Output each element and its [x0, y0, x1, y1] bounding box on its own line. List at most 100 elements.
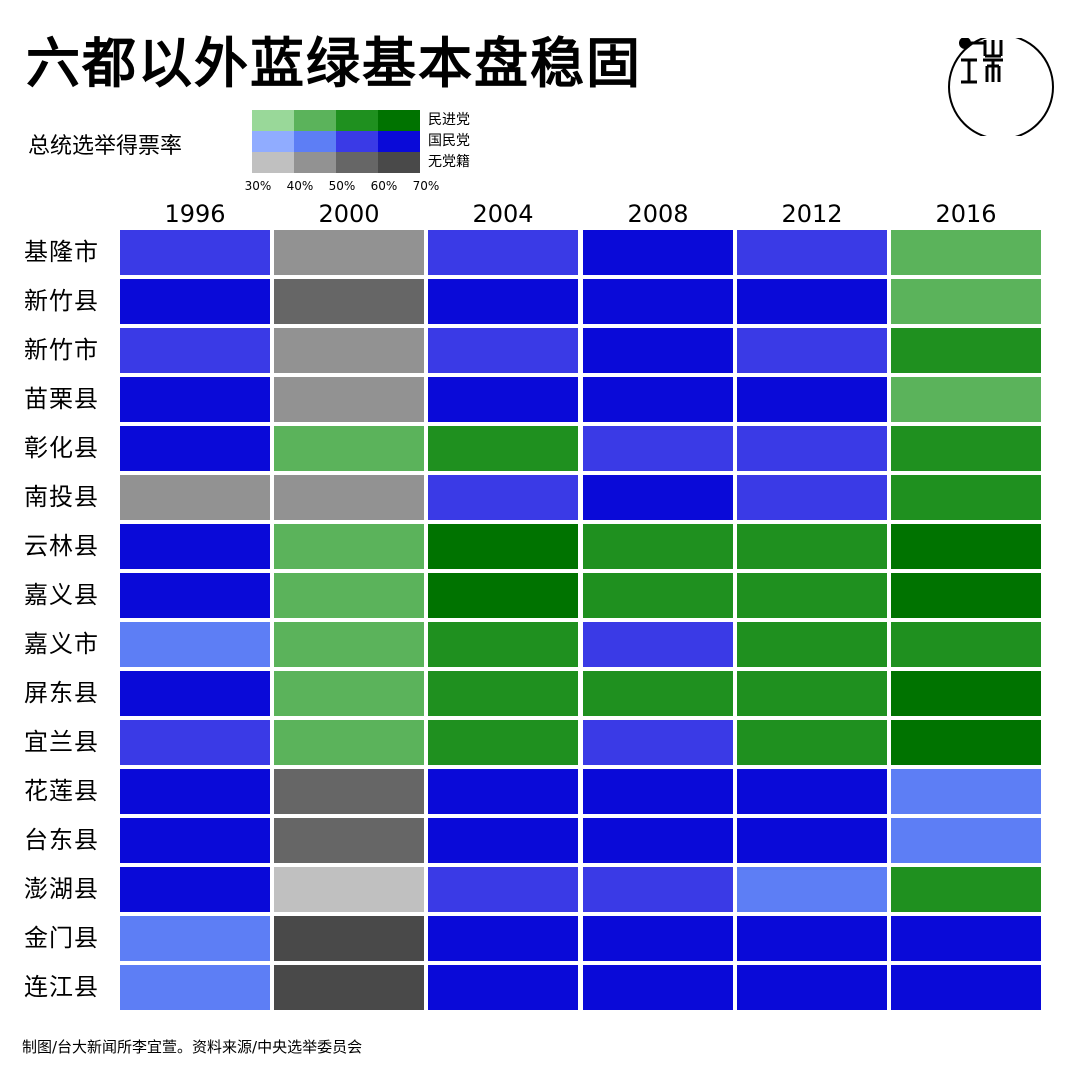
heatmap-cell	[428, 867, 578, 912]
heatmap-cell	[274, 818, 424, 863]
heatmap-cell	[428, 622, 578, 667]
heatmap-cell	[583, 916, 733, 961]
heatmap-cell	[583, 769, 733, 814]
heatmap-cell	[274, 230, 424, 275]
county-label: 新竹市	[24, 336, 99, 364]
legend-swatch	[294, 110, 336, 131]
heatmap-cell	[737, 524, 887, 569]
heatmap-cell	[120, 867, 270, 912]
heatmap-cell	[737, 328, 887, 373]
county-label: 云林县	[24, 532, 99, 560]
heatmap-cell	[891, 720, 1041, 765]
legend-tick-label: 70%	[412, 179, 440, 193]
county-label: 彰化县	[24, 434, 99, 462]
heatmap-cell	[274, 573, 424, 618]
county-label: 花莲县	[24, 777, 99, 805]
heatmap-cell	[737, 426, 887, 471]
source-credit: 制图/台大新闻所李宜萱。资料来源/中央选举委员会	[22, 1038, 363, 1056]
heatmap-cell	[583, 965, 733, 1010]
heatmap-cell	[737, 671, 887, 716]
heatmap-cell	[891, 524, 1041, 569]
heatmap-cell	[737, 377, 887, 422]
heatmap-cell	[583, 377, 733, 422]
legend-tick-label: 30%	[244, 179, 272, 193]
legend-party-label: 国民党	[428, 133, 470, 149]
legend-swatch	[252, 110, 294, 131]
heatmap-cell	[737, 279, 887, 324]
heatmap-cell	[891, 622, 1041, 667]
legend-swatch	[336, 152, 378, 173]
county-label: 澎湖县	[24, 875, 99, 903]
heatmap-cell	[428, 720, 578, 765]
heatmap-cell	[120, 916, 270, 961]
heatmap-cell	[274, 867, 424, 912]
heatmap-cell	[120, 377, 270, 422]
legend-swatch	[336, 131, 378, 152]
heatmap-cell	[891, 328, 1041, 373]
heatmap-cell	[274, 524, 424, 569]
heatmap-cell	[737, 965, 887, 1010]
heatmap-cell	[120, 573, 270, 618]
heatmap-cell	[274, 769, 424, 814]
heatmap-cell	[428, 377, 578, 422]
heatmap-cell	[583, 279, 733, 324]
legend-swatch	[252, 131, 294, 152]
heatmap-cell	[428, 965, 578, 1010]
heatmap-cell	[891, 279, 1041, 324]
heatmap-cell	[891, 671, 1041, 716]
heatmap-cell	[120, 426, 270, 471]
heatmap-cell	[891, 769, 1041, 814]
heatmap-cell	[120, 279, 270, 324]
heatmap-cell	[583, 720, 733, 765]
heatmap-cell	[120, 818, 270, 863]
heatmap-cell	[737, 475, 887, 520]
heatmap-cell	[274, 916, 424, 961]
heatmap-cell	[120, 720, 270, 765]
heatmap-cell	[428, 475, 578, 520]
page-title: 六都以外蓝绿基本盘稳固	[26, 32, 642, 95]
publisher-logo-icon	[948, 38, 1054, 136]
county-label: 宜兰县	[24, 728, 99, 756]
heatmap-cell	[274, 426, 424, 471]
year-label: 2012	[781, 200, 843, 228]
county-label: 嘉义市	[24, 630, 99, 658]
heatmap-cell	[428, 524, 578, 569]
heatmap-cell	[428, 769, 578, 814]
heatmap-cell	[583, 867, 733, 912]
legend-tick-label: 40%	[286, 179, 314, 193]
heatmap-cell	[274, 671, 424, 716]
heatmap-cell	[737, 916, 887, 961]
heatmap-cell	[274, 622, 424, 667]
heatmap-cell	[737, 622, 887, 667]
heatmap-cell	[891, 426, 1041, 471]
county-label: 屏东县	[24, 679, 99, 707]
heatmap-cell	[737, 230, 887, 275]
heatmap-cell	[737, 818, 887, 863]
heatmap-cell	[583, 475, 733, 520]
heatmap-cell	[891, 867, 1041, 912]
heatmap-cell	[583, 524, 733, 569]
year-label: 2008	[627, 200, 689, 228]
legend-swatch	[378, 131, 420, 152]
heatmap-cell	[891, 818, 1041, 863]
heatmap-cell	[583, 230, 733, 275]
legend-tick-label: 60%	[370, 179, 398, 193]
heatmap-cell	[891, 965, 1041, 1010]
year-label: 2004	[472, 200, 534, 228]
heatmap-cell	[428, 328, 578, 373]
heatmap-cell	[274, 328, 424, 373]
heatmap-cell	[274, 720, 424, 765]
legend-swatch	[336, 110, 378, 131]
legend-swatch	[294, 131, 336, 152]
heatmap-cell	[120, 769, 270, 814]
heatmap-cell	[428, 230, 578, 275]
legend-swatch	[252, 152, 294, 173]
heatmap-cell	[428, 279, 578, 324]
legend-swatch	[294, 152, 336, 173]
heatmap-cell	[120, 671, 270, 716]
heatmap-cell	[737, 720, 887, 765]
heatmap-cell	[120, 328, 270, 373]
legend-party-label: 民进党	[428, 112, 470, 128]
county-label: 基隆市	[24, 238, 99, 266]
heatmap-cell	[583, 671, 733, 716]
